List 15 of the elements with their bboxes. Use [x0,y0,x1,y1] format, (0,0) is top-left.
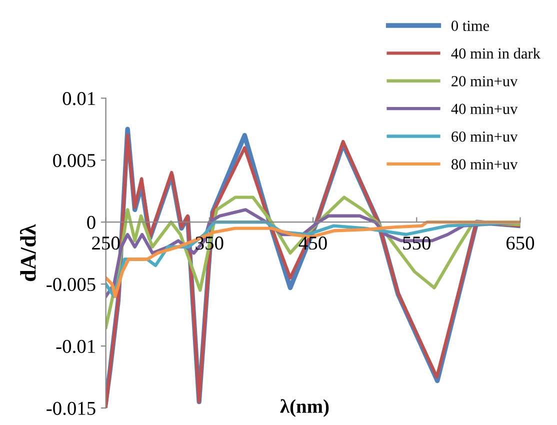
x-tick-label: 650 [506,236,534,250]
y-tick-label: -0.005 [46,278,96,292]
y-tick-label: -0.015 [46,402,96,416]
legend-label: 0 time [452,20,490,31]
y-tick-label: 0.01 [62,92,95,106]
legend-label: 60 min+uv [452,131,518,142]
y-tick-label: 0 [87,216,96,230]
y-tick-label: -0.01 [56,340,95,354]
x-axis-title: λ(nm) [280,399,329,417]
y-tick-label: 0.005 [53,154,96,168]
legend-label: 80 min+uv [452,159,518,170]
legend-label: 40 min+uv [451,104,518,114]
legend-label: 20 min+uv [452,76,518,86]
legend-label: 40 min in dark [451,48,540,59]
y-axis-title: dA/dλ [20,224,36,282]
